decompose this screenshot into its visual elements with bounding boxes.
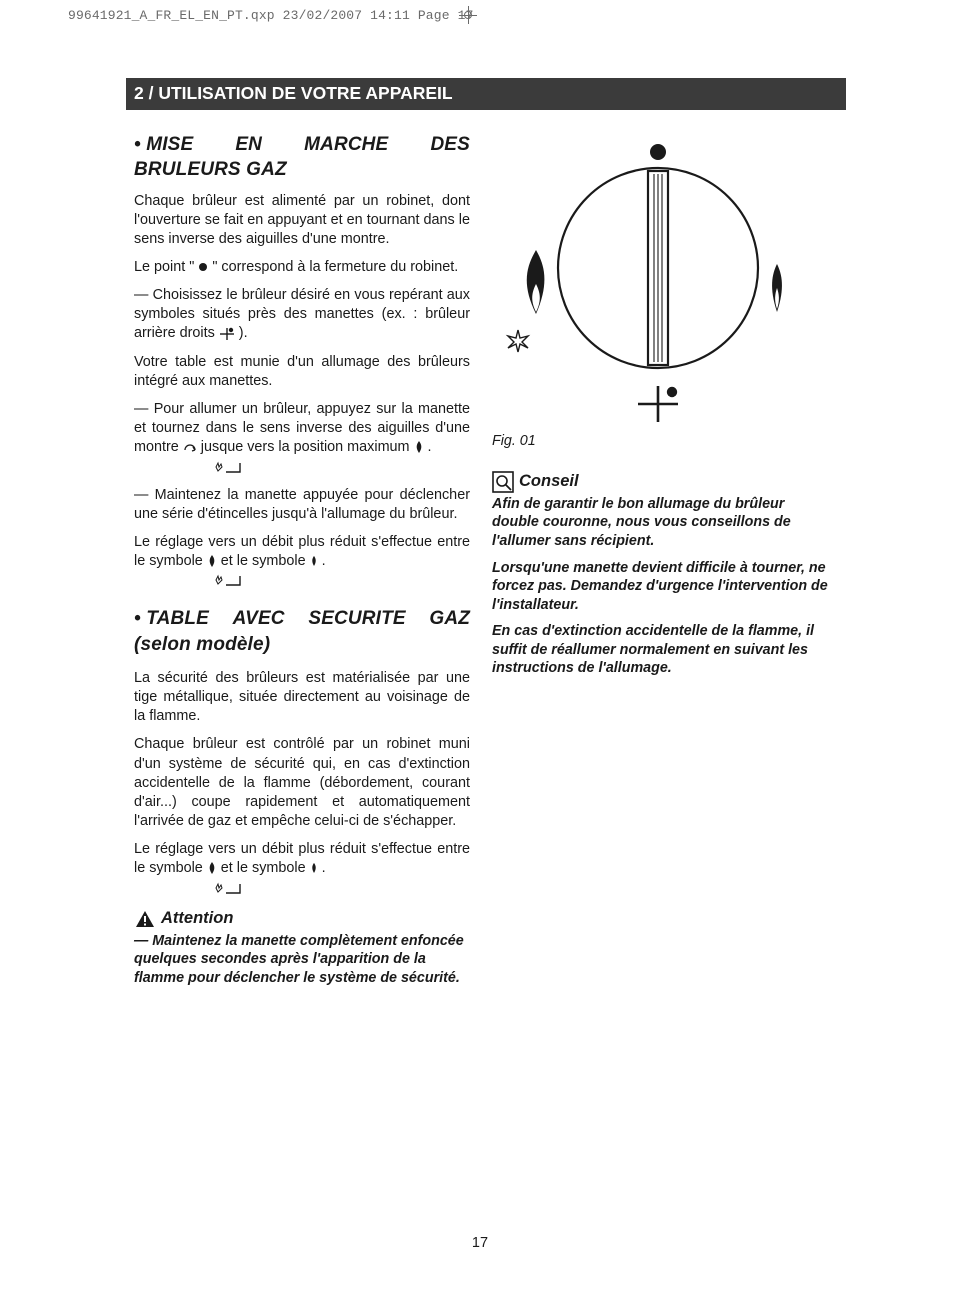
warning-triangle-icon [134, 909, 156, 929]
title-word: • TABLE [134, 606, 209, 631]
text: " correspond à la fermeture du robinet. [212, 259, 458, 275]
paragraph: Le réglage vers un débit plus réduit s'e… [134, 840, 470, 897]
burner-position-icon [219, 327, 235, 341]
paragraph: Votre table est munie d'un allumage des … [134, 353, 470, 391]
conseil-heading: Conseil [492, 471, 828, 493]
flame-large-icon [414, 440, 424, 454]
spark-flame-icon [214, 460, 244, 474]
text: jusque vers la position maximum [201, 439, 414, 455]
conseil-text: Afin de garantir le bon allumage du brûl… [492, 495, 828, 678]
section2-title: • TABLE AVEC SECURITE GAZ (selon modèle) [134, 606, 470, 657]
conseil-p2: Lorsqu'une manette devient difficile à t… [492, 559, 828, 615]
left-column: • MISE EN MARCHE DES BRULEURS GAZ Chaque… [134, 132, 470, 987]
title-word: AVEC [233, 606, 285, 631]
page-number: 17 [0, 1235, 960, 1251]
arc-arrow-icon [183, 441, 197, 453]
title-word: EN [235, 132, 262, 157]
page: 99641921_A_FR_EL_EN_PT.qxp 23/02/2007 14… [0, 0, 960, 1303]
paragraph: Chaque brûleur est alimenté par un robin… [134, 192, 470, 249]
title-word: • MISE [134, 132, 193, 157]
flame-large-icon [207, 554, 217, 568]
magnifier-icon [492, 471, 514, 493]
text: et le symbole [221, 553, 310, 569]
section2-body: La sécurité des brûleurs est matérialisé… [134, 669, 470, 987]
attention-text: — Maintenez la manette complètement enfo… [134, 932, 470, 988]
paragraph: Le point " " correspond à la fermeture d… [134, 258, 470, 277]
flame-small-icon [310, 862, 318, 874]
conseil-p3: En cas d'extinction accidentelle de la f… [492, 622, 828, 678]
paragraph: — Pour allumer un brûleur, appuyez sur l… [134, 400, 470, 477]
content-body: 2 / UTILISATION DE VOTRE APPAREIL • MISE… [134, 78, 854, 987]
conseil-label: Conseil [519, 471, 579, 493]
text: ). [239, 325, 248, 341]
paragraph: La sécurité des brûleurs est matérialisé… [134, 669, 470, 726]
paragraph: Chaque brûleur est contrôlé par un robin… [134, 735, 470, 831]
title-line2: (selon modèle) [134, 632, 470, 657]
flame-small-icon [310, 555, 318, 567]
attention-label: Attention [161, 908, 233, 930]
section-header-bar: 2 / UTILISATION DE VOTRE APPAREIL [126, 78, 846, 110]
title-word: DES [430, 132, 470, 157]
text: Le point " [134, 259, 198, 275]
spark-flame-icon [214, 573, 244, 587]
title-line2: BRULEURS GAZ [134, 157, 470, 182]
text: . [322, 553, 326, 569]
file-meta-line: 99641921_A_FR_EL_EN_PT.qxp 23/02/2007 14… [68, 8, 474, 23]
two-column-layout: • MISE EN MARCHE DES BRULEURS GAZ Chaque… [134, 132, 854, 987]
title-word: GAZ [429, 606, 470, 631]
spark-flame-icon [214, 881, 244, 895]
title-word: MARCHE [304, 132, 388, 157]
paragraph: Le réglage vers un débit plus réduit s'e… [134, 533, 470, 590]
text: — Choisissez le brûleur désiré en vous r… [134, 287, 470, 341]
dot-icon [198, 262, 208, 272]
attention-heading: Attention [134, 908, 470, 930]
conseil-block: Conseil Afin de garantir le bon allumage… [492, 471, 828, 678]
conseil-p1: Afin de garantir le bon allumage du brûl… [492, 495, 828, 551]
right-column: Fig. 01 Conseil Afin de garantir le bon … [492, 132, 828, 987]
text: et le symbole [221, 860, 310, 876]
paragraph: — Choisissez le brûleur désiré en vous r… [134, 286, 470, 343]
flame-large-icon [207, 861, 217, 875]
section1-title: • MISE EN MARCHE DES BRULEURS GAZ [134, 132, 470, 183]
title-word: SECURITE [308, 606, 405, 631]
text: . [428, 439, 432, 455]
figure-caption: Fig. 01 [492, 432, 828, 451]
attention-block: Attention — Maintenez la manette complèt… [134, 908, 470, 988]
knob-diagram [500, 134, 800, 424]
text: . [322, 860, 326, 876]
paragraph: — Maintenez la manette appuyée pour décl… [134, 486, 470, 524]
